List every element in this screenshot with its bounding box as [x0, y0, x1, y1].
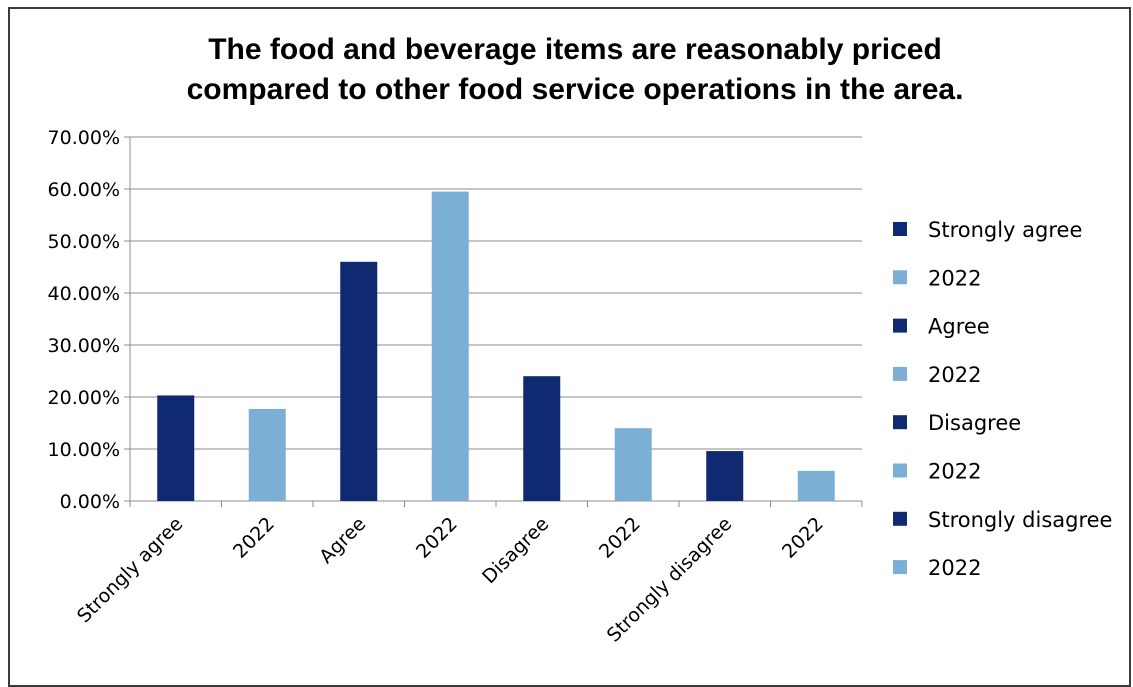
legend-swatch — [893, 511, 907, 526]
legend-label: Agree — [928, 315, 990, 339]
legend-swatch — [893, 560, 907, 575]
legend-swatch — [893, 415, 907, 430]
legend-label: Strongly agree — [928, 218, 1082, 242]
x-tick-label: 2022 — [229, 513, 279, 563]
bar — [431, 191, 469, 501]
y-tick-label: 20.00% — [48, 387, 120, 409]
legend-swatch — [893, 222, 907, 236]
legend-swatch — [893, 463, 907, 478]
legend-label: Strongly disagree — [928, 508, 1112, 532]
x-tick-label: 2022 — [595, 513, 645, 563]
chart-title-line-2: compared to other food service operation… — [186, 73, 964, 106]
x-tick-label: 2022 — [778, 513, 828, 563]
chart-frame — [8, 7, 1131, 687]
x-tick-label: Strongly agree — [73, 513, 187, 627]
bar — [523, 376, 561, 501]
bar — [614, 428, 652, 501]
legend-swatch — [893, 270, 907, 285]
legend-label: Disagree — [928, 411, 1021, 435]
x-tick-label: 2022 — [412, 513, 462, 563]
legend-label: 2022 — [928, 556, 981, 580]
y-tick-label: 30.00% — [48, 335, 120, 357]
chart-title: The food and beverage items are reasonab… — [0, 30, 1133, 110]
x-tick-label: Disagree — [478, 513, 553, 588]
y-tick-label: 10.00% — [48, 439, 120, 461]
chart-title-line-1: The food and beverage items are reasonab… — [208, 33, 942, 66]
bar — [340, 261, 378, 501]
y-tick-label: 70.00% — [48, 127, 120, 149]
x-tick-label: Agree — [315, 513, 370, 568]
y-tick-label: 60.00% — [48, 179, 120, 201]
legend-swatch — [893, 318, 907, 333]
legend-label: 2022 — [928, 363, 981, 387]
legend-swatch — [893, 366, 907, 381]
bar — [157, 395, 195, 501]
y-tick-label: 0.00% — [60, 491, 120, 513]
legend-label: 2022 — [928, 460, 981, 484]
bar — [706, 451, 744, 501]
y-tick-label: 50.00% — [48, 231, 120, 253]
bar — [248, 408, 286, 501]
y-tick-label: 40.00% — [48, 283, 120, 305]
legend-label: 2022 — [928, 266, 981, 290]
bar — [797, 470, 835, 501]
